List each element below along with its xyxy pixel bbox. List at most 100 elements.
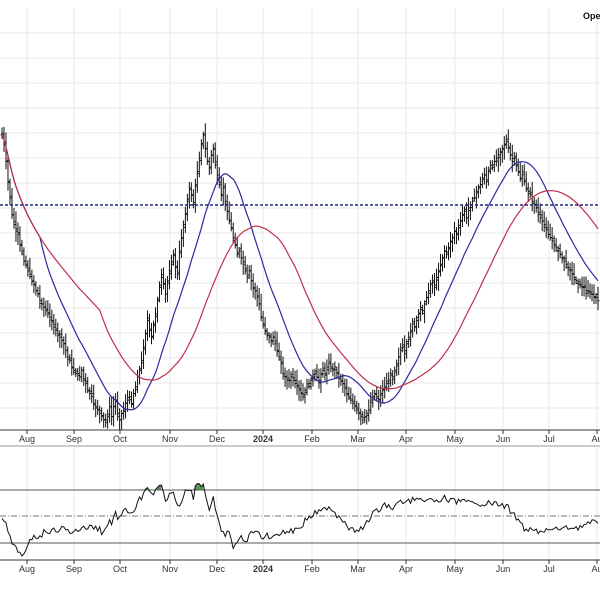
ohlc-bar [223, 183, 227, 212]
oscillator-line [1, 482, 599, 557]
header-label: Open [583, 11, 600, 21]
ohlc-bar [6, 155, 10, 191]
ohlc-bar [28, 257, 32, 280]
ohlc-bar [153, 307, 157, 333]
ohlc-bar [510, 144, 514, 173]
ohlc-bar [409, 323, 413, 347]
osc-x-tick-label: Au [591, 564, 600, 574]
ohlc-bar [161, 267, 165, 290]
ohlc-bar [237, 247, 241, 259]
ohlc-bar [146, 310, 150, 341]
price-x-tick-label: Dec [209, 434, 226, 444]
ohlc-bar [293, 370, 297, 389]
ma-slow-line [1, 134, 599, 390]
ohlc-bar [173, 247, 177, 279]
ohlc-bar [393, 366, 397, 385]
ohlc-bar [221, 177, 225, 206]
ohlc-bar [285, 370, 289, 390]
osc-x-tick-label: Dec [209, 564, 226, 574]
ohlc-bar [397, 347, 401, 376]
ohlc-bar [433, 273, 437, 296]
ohlc-bar [307, 379, 311, 390]
ohlc-bar [552, 235, 556, 252]
ohlc-bar [494, 149, 498, 167]
ohlc-bar [181, 220, 185, 247]
ohlc-bar [482, 167, 486, 185]
ohlc-bar [88, 387, 92, 400]
ohlc-bar [207, 157, 211, 176]
ohlc-bar [383, 376, 387, 399]
ohlc-bar [357, 402, 361, 421]
ohlc-bar [365, 409, 369, 425]
ohlc-bar [257, 287, 261, 311]
ohlc-bar [281, 356, 285, 380]
ohlc-bar [323, 362, 327, 381]
osc-overbought-fill [197, 483, 200, 490]
ohlc-bar [86, 377, 90, 394]
ohlc-bar [297, 380, 301, 401]
ohlc-bar [112, 396, 116, 427]
ohlc-bar [331, 363, 335, 377]
ohlc-bar [261, 310, 265, 329]
price-bars [0, 123, 600, 431]
price-x-tick-label: Jul [543, 434, 555, 444]
ohlc-bar [44, 300, 48, 316]
ohlc-bar [275, 331, 279, 357]
ohlc-bar [22, 247, 26, 266]
ohlc-bar [407, 331, 411, 348]
ohlc-bar [175, 260, 179, 280]
price-x-tick-label: Feb [304, 434, 320, 444]
ohlc-bar [247, 265, 251, 279]
ohlc-bar [445, 246, 449, 259]
ohlc-bar [74, 367, 78, 377]
price-x-tick-label: Sep [66, 434, 82, 444]
ohlc-bar [32, 275, 36, 294]
ohlc-bar [347, 386, 351, 401]
ohlc-bar [478, 176, 482, 195]
ohlc-bar [345, 378, 349, 403]
ohlc-bar [488, 160, 492, 175]
ohlc-bar [251, 273, 255, 298]
ohlc-bar [321, 361, 325, 378]
ohlc-bar [98, 405, 102, 424]
ohlc-bar [592, 284, 596, 305]
ohlc-bar [484, 166, 488, 189]
ohlc-bar [171, 249, 175, 266]
ohlc-bar [263, 317, 267, 336]
ohlc-bar [568, 262, 572, 281]
ohlc-bar [203, 123, 207, 158]
ohlc-bar [241, 250, 245, 275]
ohlc-bar [72, 357, 76, 376]
ohlc-bar [486, 166, 490, 186]
ohlc-bar [165, 275, 169, 303]
ohlc-bar [10, 187, 14, 219]
ohlc-bar [283, 367, 287, 387]
ohlc-bar [273, 330, 277, 352]
ohlc-bar [450, 233, 454, 253]
ohlc-bar [550, 227, 554, 250]
ohlc-bar [118, 408, 122, 430]
ohlc-bar [134, 381, 138, 397]
ohlc-bar [243, 255, 247, 275]
price-grid [0, 8, 600, 430]
ohlc-bar [185, 193, 189, 222]
ohlc-bar [405, 339, 409, 359]
ma-fast-line [1, 134, 599, 411]
ohlc-bar [538, 203, 542, 224]
ohlc-bar [303, 387, 307, 404]
ohlc-bar [96, 399, 100, 416]
ohlc-bar [219, 176, 223, 202]
ohlc-bar [114, 393, 118, 415]
ohlc-bar [64, 333, 68, 359]
ohlc-bar [163, 278, 167, 303]
ohlc-bar [317, 368, 321, 389]
osc-overbought-fill [195, 483, 198, 490]
ohlc-bar [8, 178, 12, 205]
ohlc-bar [149, 322, 153, 345]
ohlc-bar [590, 284, 594, 302]
ohlc-bar [213, 142, 217, 169]
ohlc-bar [466, 197, 470, 227]
price-x-tick-label: Jun [496, 434, 511, 444]
